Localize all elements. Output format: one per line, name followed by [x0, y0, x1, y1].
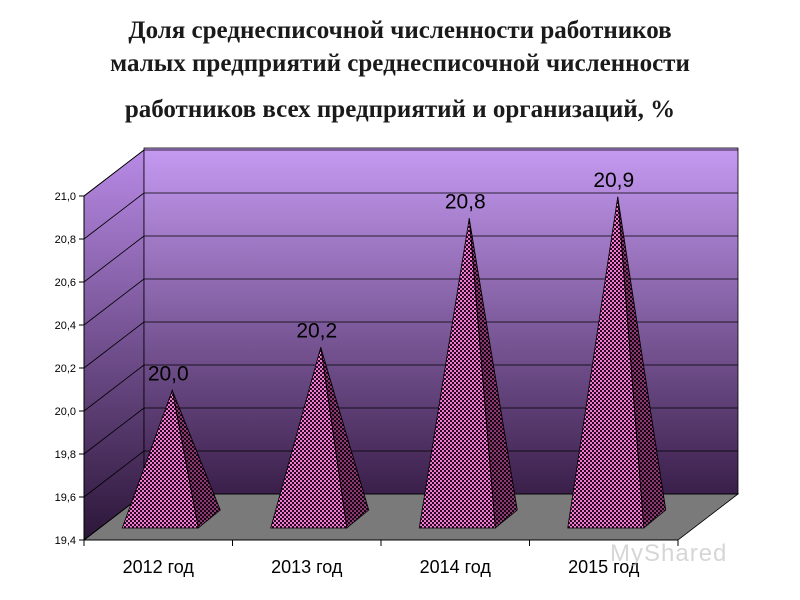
- data-label: 20,9: [593, 169, 634, 192]
- y-tick-label: 20,8: [55, 234, 76, 246]
- pyramid-bar: [418, 218, 518, 529]
- y-tick-label: 20,0: [55, 406, 76, 418]
- watermark-logo: MyShared: [610, 540, 728, 567]
- x-tick-label: 2012 год: [123, 557, 195, 577]
- pyramid-front-face: [418, 218, 496, 529]
- y-tick-label: 20,6: [55, 277, 76, 289]
- y-tick-label: 20,4: [55, 320, 76, 332]
- gridline-side: [83, 407, 145, 455]
- pyramid-front-face: [567, 196, 645, 529]
- y-tick-label: 19,4: [55, 535, 76, 547]
- y-tick-label: 19,8: [55, 449, 76, 461]
- pyramid-front-face: [270, 347, 348, 529]
- x-axis: 2012 год 2013 год 2014 год 2015 год: [83, 539, 679, 577]
- y-tick-label: 21,0: [55, 191, 76, 203]
- value-labels: 20,0 20,2 20,8 20,9: [148, 169, 634, 385]
- data-label: 20,2: [296, 319, 337, 342]
- chart-title: Доля среднесписочной численности работни…: [0, 14, 800, 126]
- pyramid-bar: [270, 347, 370, 529]
- y-tick-label: 20,2: [55, 363, 76, 375]
- gridline-side: [83, 364, 145, 412]
- y-axis: 19,4 19,6 19,8 20,0 20,2 20,4 20,6 20,8 21,0: [55, 191, 85, 547]
- gridline-side: [83, 192, 145, 240]
- gridline-side: [83, 149, 145, 197]
- chart-bars: [121, 196, 667, 529]
- data-label: 20,8: [445, 190, 486, 213]
- chart-title-line-2: малых предприятий среднесписочной числен…: [110, 50, 690, 77]
- pyramid-bar: [567, 196, 667, 529]
- x-tick-label: 2013 год: [271, 557, 343, 577]
- pyramid-front-face: [121, 388, 199, 529]
- gridline-side: [83, 278, 145, 326]
- chart-title-line-3: работников всех предприятий и организаци…: [124, 96, 676, 123]
- gridline-side: [83, 450, 145, 498]
- x-tick-label: 2015 год: [568, 557, 640, 577]
- gridline-side: [83, 321, 145, 369]
- data-label: 20,0: [148, 362, 189, 385]
- gridline-side: [83, 235, 145, 283]
- y-tick-label: 19,6: [55, 492, 76, 504]
- x-tick-label: 2014 год: [420, 557, 492, 577]
- chart-title-line-1: Доля среднесписочной численности работни…: [128, 17, 672, 44]
- pyramid-bar: [121, 388, 221, 529]
